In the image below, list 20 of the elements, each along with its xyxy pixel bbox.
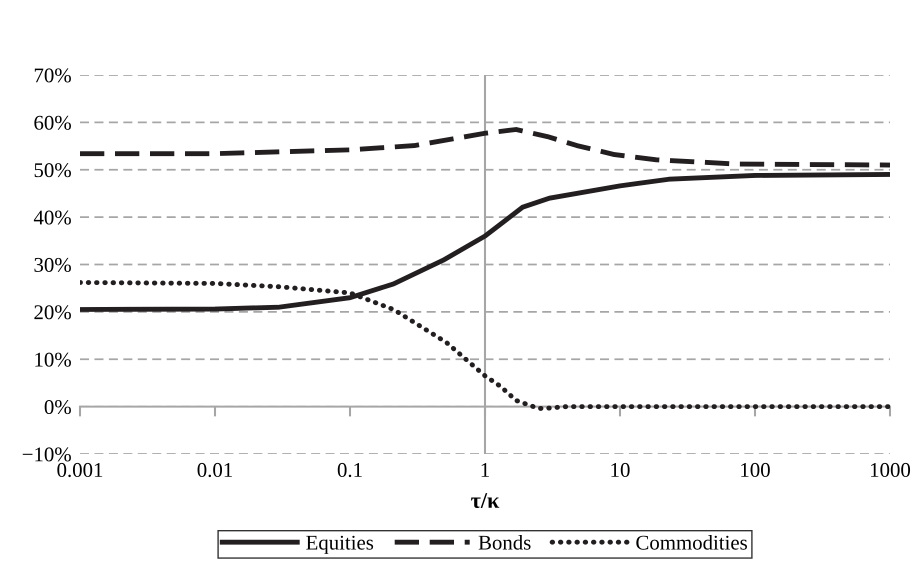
y-tick-label: 30% — [34, 258, 71, 272]
y-tick-label: 0% — [44, 400, 71, 414]
y-tick-label: 10% — [35, 352, 71, 367]
y-tick-label: 60% — [34, 116, 71, 130]
legend-label: Commodities — [636, 535, 747, 550]
y-tick-label: −10% — [22, 447, 71, 462]
y-tick-label: 20% — [34, 305, 71, 320]
x-tick-label: 0.001 — [57, 462, 102, 478]
x-tick-label: 100 — [741, 462, 770, 477]
y-tick-label: 40% — [34, 210, 71, 225]
legend-label: Bonds — [478, 535, 531, 550]
y-tick-label: 50% — [34, 163, 71, 178]
legend-label: Equities — [306, 536, 374, 554]
x-tick-label: 1000 — [871, 462, 910, 477]
x-tick-label: 0.1 — [338, 462, 362, 478]
x-tick-label: 10 — [611, 462, 630, 477]
x-axis-title: τ/κ — [471, 493, 500, 508]
x-tick-label: 1 — [482, 463, 489, 477]
x-tick-label: 0.01 — [198, 462, 232, 478]
y-tick-label: 70% — [34, 68, 71, 82]
